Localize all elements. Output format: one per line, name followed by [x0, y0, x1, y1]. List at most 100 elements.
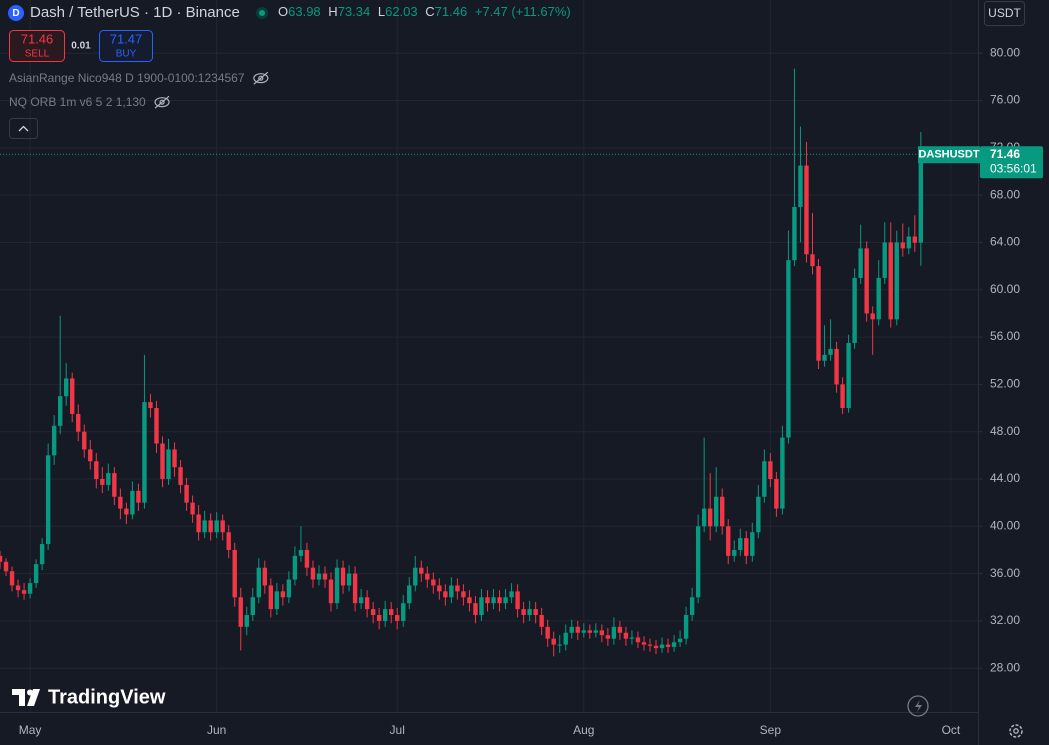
- candle-body: [563, 632, 568, 645]
- buy-button[interactable]: [99, 30, 153, 62]
- candle-body: [166, 449, 171, 480]
- indicator-label[interactable]: NQ ORB 1m v6 5 2 1,130: [9, 95, 146, 109]
- candle-body: [214, 520, 219, 533]
- y-tick-label: 56.00: [990, 329, 1020, 343]
- candle-body: [334, 567, 340, 604]
- candle-body: [118, 496, 123, 509]
- candle-body: [689, 597, 695, 616]
- symbol-tag: [918, 146, 980, 164]
- x-tick-label: Sep: [760, 723, 782, 737]
- symbol-title[interactable]: Dash / TetherUS · 1D · Binance: [30, 4, 240, 21]
- candle-body: [533, 609, 538, 616]
- candle-body: [635, 637, 641, 643]
- candle-body: [467, 597, 472, 604]
- candle-body: [605, 635, 611, 639]
- candle-body: [352, 573, 358, 604]
- candle-body: [882, 242, 887, 278]
- candle-body: [106, 473, 111, 485]
- candle-body: [665, 644, 671, 647]
- sell-button[interactable]: [9, 30, 65, 62]
- indicator-label[interactable]: AsianRange Nico948 D 1900-0100:1234567: [9, 71, 245, 85]
- y-tick-label: 80.00: [990, 45, 1020, 59]
- candle-body: [762, 461, 767, 497]
- candle-body: [671, 642, 677, 647]
- status-dot: [259, 10, 265, 16]
- candle-body: [804, 165, 809, 255]
- candle-body: [599, 630, 605, 636]
- candle-body: [485, 597, 490, 604]
- candle-body: [732, 549, 737, 556]
- candle-body: [653, 645, 659, 649]
- ohlc-letter: L: [378, 4, 385, 19]
- currency-button[interactable]: [984, 1, 1025, 26]
- ohlc-value: 73.34: [338, 4, 371, 19]
- candle-body: [786, 260, 791, 438]
- y-tick-label: 32.00: [990, 613, 1020, 627]
- candle-body: [816, 266, 821, 361]
- replay-button[interactable]: [907, 695, 929, 717]
- candle-body: [407, 585, 412, 604]
- candle-body: [461, 591, 466, 598]
- settings-button[interactable]: [1009, 724, 1023, 738]
- candle-body: [846, 342, 851, 409]
- candle-body: [491, 597, 496, 604]
- candle-body: [310, 567, 316, 580]
- brand-logo-dot: [27, 689, 33, 696]
- candle-body: [88, 449, 93, 462]
- y-tick-label: 36.00: [990, 566, 1020, 580]
- candle-body: [810, 254, 815, 267]
- visibility-icon-slash: [154, 95, 170, 109]
- candle-body: [33, 564, 39, 584]
- candle-body: [21, 590, 27, 594]
- candle-body: [202, 520, 207, 533]
- visibility-icon[interactable]: [253, 73, 269, 84]
- candle-body: [659, 644, 665, 649]
- candle-body: [395, 615, 400, 621]
- candle-body: [641, 642, 647, 645]
- symbol-tag-label: DASHUSDT: [918, 149, 979, 161]
- candle-body: [455, 585, 460, 592]
- candle-body: [449, 585, 454, 598]
- candle-body: [695, 526, 701, 598]
- candle-body: [521, 609, 526, 616]
- visibility-icon[interactable]: [154, 97, 170, 108]
- collapse-button[interactable]: [9, 118, 38, 139]
- brand-logo: [12, 689, 40, 706]
- y-tick-label: 76.00: [990, 93, 1020, 107]
- candle-body: [587, 630, 593, 633]
- coin-icon: [8, 5, 24, 21]
- candle-body: [250, 597, 255, 616]
- candle-body: [100, 479, 105, 485]
- overlay: D Dash / TetherUS · 1D · Binance O63.98 …: [8, 1, 1025, 738]
- candle-body: [575, 626, 580, 633]
- candle-body: [304, 549, 310, 568]
- candle-body: [738, 538, 743, 550]
- candle-body: [912, 236, 918, 243]
- candle-body: [701, 508, 707, 527]
- candle-body: [220, 520, 225, 533]
- candle-body: [593, 630, 599, 633]
- candle-body: [232, 549, 237, 598]
- candle-body: [756, 496, 761, 533]
- candle-body: [677, 638, 683, 643]
- candle-body: [401, 603, 406, 621]
- candle-body: [238, 597, 243, 627]
- candle-body: [389, 609, 394, 616]
- x-tick-label: Oct: [942, 723, 961, 737]
- candle-body: [419, 567, 424, 574]
- candle-body: [864, 248, 869, 314]
- candle-body: [39, 544, 45, 565]
- candle-body: [298, 549, 304, 556]
- candle-body: [76, 413, 81, 432]
- candle-body: [154, 408, 159, 444]
- candle-body: [551, 638, 556, 645]
- candle-body: [707, 508, 713, 527]
- candle-body: [744, 538, 749, 556]
- visibility-icon-pupil: [258, 75, 264, 81]
- candle-body: [906, 236, 911, 249]
- candle-body: [780, 437, 785, 509]
- coin-icon-glyph: D: [12, 8, 19, 19]
- candle-body: [900, 242, 905, 249]
